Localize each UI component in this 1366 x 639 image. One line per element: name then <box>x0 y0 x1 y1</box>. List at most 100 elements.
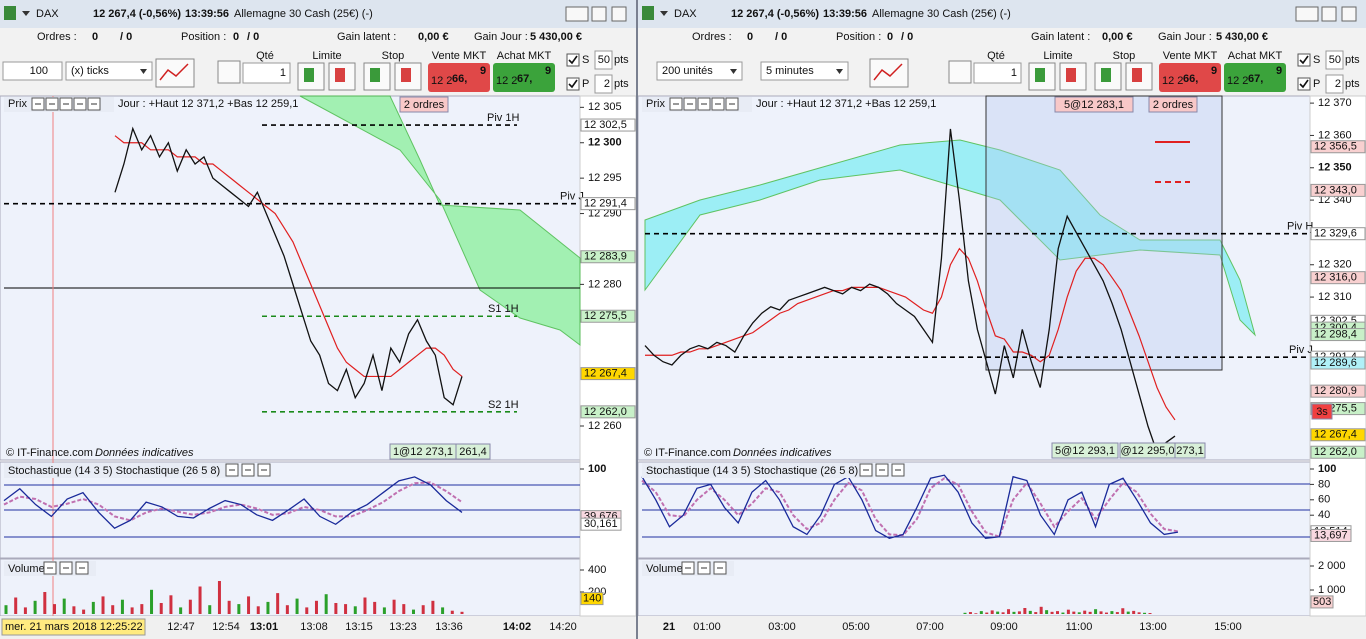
order-button[interactable] <box>1028 62 1056 91</box>
unit-select[interactable] <box>65 61 153 81</box>
p-label: P <box>1313 78 1320 90</box>
sell-decimal: 9 <box>480 65 486 77</box>
buy-button[interactable] <box>1224 63 1286 92</box>
level-label-box <box>1310 445 1366 459</box>
volume-bar <box>985 612 989 614</box>
window-button[interactable] <box>1295 6 1319 22</box>
checkbox[interactable] <box>566 77 580 91</box>
volume-bar <box>82 609 86 614</box>
y-tick-label: 60 <box>1318 494 1330 506</box>
symbol: DAX <box>36 8 59 20</box>
chart-icon <box>642 6 654 20</box>
volume-bar <box>1137 612 1141 614</box>
qty-input[interactable] <box>973 62 1022 84</box>
volume-bar <box>285 605 289 614</box>
order-tag[interactable] <box>1311 403 1333 420</box>
order-glyph <box>1132 68 1142 82</box>
order-glyph <box>1101 68 1111 82</box>
dropdown-arrow <box>22 11 30 16</box>
level-label: 12 262,0 <box>584 406 627 418</box>
s-value: 50 <box>1329 54 1341 66</box>
sell-decimal: 9 <box>1211 65 1217 77</box>
x-tick-label: 11:00 <box>1066 621 1093 633</box>
checkbox[interactable] <box>1297 53 1311 67</box>
volume-bar <box>276 593 280 614</box>
pivot-label: Piv J <box>560 191 584 203</box>
order-tag[interactable] <box>1054 96 1134 113</box>
y-tick-label: 12 320 <box>1318 259 1352 271</box>
wrench-button[interactable] <box>948 60 972 84</box>
wrench-button[interactable] <box>217 60 241 84</box>
buy-decimal: 9 <box>545 65 551 77</box>
price-line <box>114 126 463 406</box>
sell-button[interactable] <box>428 63 490 92</box>
p-input[interactable] <box>594 74 613 94</box>
moving-average <box>645 247 1176 421</box>
amount-input[interactable] <box>656 61 743 81</box>
x-axis-bar <box>638 616 1366 639</box>
status-text: Position : <box>181 31 226 43</box>
volume-bar <box>1023 608 1027 614</box>
qty-input[interactable] <box>242 62 291 84</box>
amount-input[interactable] <box>2 61 63 81</box>
s-input[interactable] <box>1325 50 1344 70</box>
volume-bar <box>344 604 348 614</box>
sell-button[interactable] <box>1159 63 1221 92</box>
volume-bar <box>974 613 978 614</box>
order-tag[interactable] <box>1051 442 1119 459</box>
level-label: 12 302,5 <box>584 119 627 131</box>
window-button[interactable] <box>591 6 607 22</box>
window-button[interactable] <box>1341 6 1357 22</box>
volume-bar <box>4 605 8 614</box>
volume-bar <box>1045 610 1049 614</box>
x-tick-label: 12:47 <box>167 621 195 633</box>
order-tag[interactable] <box>399 96 449 113</box>
level-label-box <box>1310 227 1366 241</box>
order-tag-label: 1@12 273,1 <box>393 446 453 458</box>
volume-bar <box>1121 608 1125 614</box>
order-tag[interactable] <box>455 443 491 460</box>
checkbox[interactable] <box>566 53 580 67</box>
x-tick-label: 01:00 <box>693 621 721 633</box>
volume-pane <box>0 558 637 617</box>
volume-bar <box>247 596 251 614</box>
pane-title: Prix <box>8 98 27 110</box>
p-input[interactable] <box>1325 74 1344 94</box>
order-tag[interactable] <box>1174 442 1206 459</box>
check-mark <box>1299 79 1309 89</box>
s-input[interactable] <box>594 50 613 70</box>
chart-type-button[interactable] <box>155 58 195 88</box>
order-tag[interactable] <box>1148 96 1198 113</box>
level-label: 12 298,4 <box>1314 328 1357 340</box>
order-glyph <box>1066 68 1076 82</box>
symbol: DAX <box>674 8 697 20</box>
buy-button[interactable] <box>493 63 555 92</box>
quote: 12 267,4 (-0,56%) <box>731 8 819 20</box>
unit-select[interactable] <box>760 61 849 81</box>
limit-label: Limite <box>1043 50 1072 62</box>
window-button[interactable] <box>1321 6 1337 22</box>
stoch-d <box>3 481 463 522</box>
volume-bar <box>1148 613 1152 614</box>
pane-title: Prix <box>646 98 665 110</box>
chart-type-button[interactable] <box>869 58 909 88</box>
quote: 12 267,4 (-0,56%) <box>93 8 181 20</box>
volume-bar <box>1017 611 1021 614</box>
status-text: Ordres : <box>692 31 732 43</box>
volume-bar <box>373 601 377 614</box>
checkbox[interactable] <box>1297 77 1311 91</box>
level-label: 12 316,0 <box>1314 272 1357 284</box>
order-tag-label: 2 ordres <box>1153 99 1194 111</box>
stoch-k <box>641 474 1179 539</box>
buy-label: Achat MKT <box>1228 50 1283 62</box>
order-tag-label: @12 295,0 <box>1121 445 1175 457</box>
level-label: 12 267,4 <box>584 368 627 380</box>
volume-bar <box>1066 609 1070 614</box>
window-button[interactable] <box>565 6 589 22</box>
title-bar <box>0 0 636 28</box>
chart-icon <box>4 6 16 20</box>
order-glyph <box>401 68 411 82</box>
p-value: 2 <box>1335 78 1341 90</box>
window-button[interactable] <box>611 6 627 22</box>
